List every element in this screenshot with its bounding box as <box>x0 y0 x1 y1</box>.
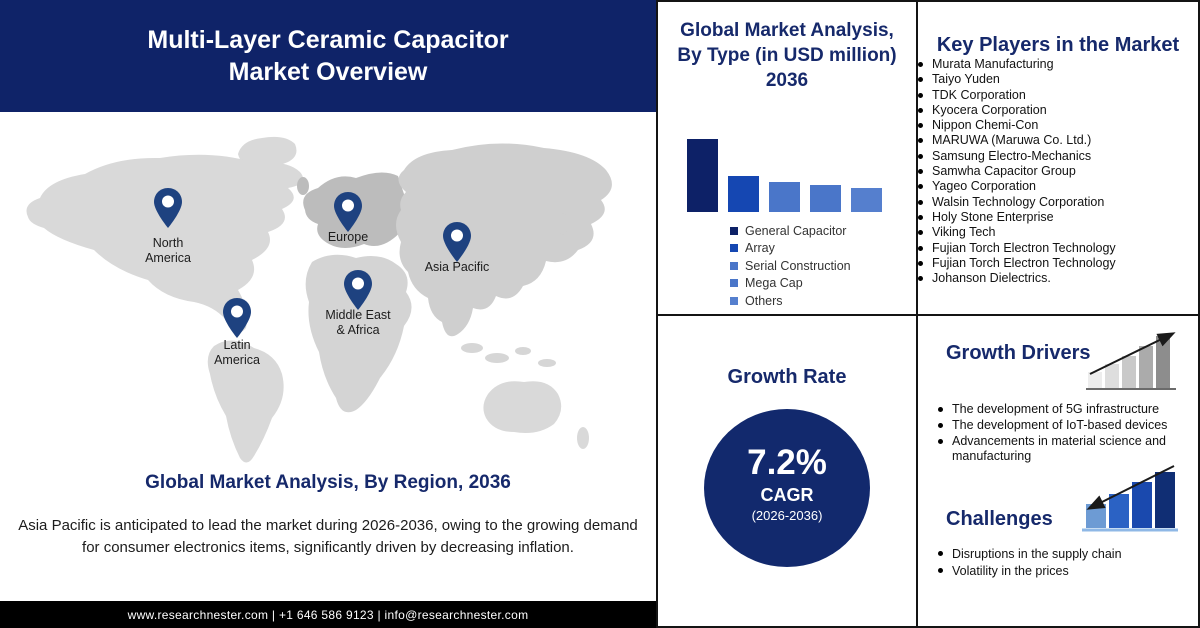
key-player-item: Taiyo Yuden <box>918 72 1198 87</box>
key-player-item: Samsung Electro-Mechanics <box>918 149 1198 164</box>
region-label: Latin America <box>214 338 260 367</box>
location-pin-icon <box>343 270 373 310</box>
key-player-item: Fujian Torch Electron Technology <box>918 256 1198 271</box>
key-player-item: Fujian Torch Electron Technology <box>918 241 1198 256</box>
legend-label: Array <box>745 241 775 256</box>
world-map <box>26 136 612 463</box>
legend-swatch-icon <box>730 244 738 253</box>
legend-item: Mega Cap <box>730 275 851 293</box>
key-player-item: Holy Stone Enterprise <box>918 210 1198 225</box>
footer-bar: www.researchnester.com | +1 646 586 9123… <box>0 601 656 628</box>
legend-label: Others <box>745 293 783 308</box>
bar-serial-construction <box>769 182 800 212</box>
key-players-panel: Key Players in the Market Murata Manufac… <box>916 0 1200 316</box>
key-player-item: Viking Tech <box>918 225 1198 240</box>
legend-label: Mega Cap <box>745 276 803 291</box>
key-player-item: MARUWA (Maruwa Co. Ltd.) <box>918 133 1198 148</box>
key-player-item: TDK Corporation <box>918 88 1198 103</box>
bar-chart <box>687 139 882 212</box>
key-players-title: Key Players in the Market <box>936 34 1180 56</box>
region-label: Europe <box>327 230 369 244</box>
drivers-challenges-panel: Growth Drivers The development of 5G inf… <box>916 314 1200 628</box>
cagr-circle: 7.2% CAGR (2026-2036) <box>704 409 870 567</box>
region-label: North America <box>145 236 191 265</box>
challenges-list: Disruptions in the supply chain Volatilit… <box>938 546 1188 579</box>
key-players-list: Murata Manufacturing Taiyo Yuden TDK Corpo… <box>918 57 1198 286</box>
type-chart-title-line1: Global Market Analysis, <box>680 20 894 41</box>
legend-item: Others <box>730 292 851 310</box>
ascending-gray-bars-arrow-icon <box>1086 332 1176 390</box>
location-pin-icon <box>222 298 252 338</box>
growth-rate-title: Growth Rate <box>727 366 847 388</box>
key-player-item: Johanson Dielectrics. <box>918 271 1198 286</box>
legend-label: Serial Construction <box>745 258 851 273</box>
region-label: Asia Pacific <box>424 260 490 274</box>
legend-item: Serial Construction <box>730 257 851 275</box>
key-player-item: Samwha Capacitor Group <box>918 164 1198 179</box>
page-title-line2: Market Overview <box>228 58 428 86</box>
challenge-item: Volatility in the prices <box>938 563 1188 580</box>
legend-item: General Capacitor <box>730 222 851 240</box>
legend-label: General Capacitor <box>745 223 847 238</box>
cagr-label: CAGR <box>760 485 814 505</box>
bar-chart-legend: General Capacitor Array Serial Constructio… <box>730 222 851 310</box>
legend-swatch-icon <box>730 279 738 288</box>
growth-driver-item: Advancements in material science and man… <box>938 434 1186 466</box>
page-title-line1: Multi-Layer Ceramic Capacitor <box>147 26 509 54</box>
key-player-item: Murata Manufacturing <box>918 57 1198 72</box>
growth-driver-item: The development of IoT-based devices <box>938 418 1186 434</box>
legend-swatch-icon <box>730 226 738 235</box>
challenge-item: Disruptions in the supply chain <box>938 546 1188 563</box>
growth-driver-item: The development of 5G infrastructure <box>938 402 1186 418</box>
growth-drivers-title: Growth Drivers <box>946 342 1091 364</box>
growth-rate-panel: Growth Rate 7.2% CAGR (2026-2036) <box>656 314 918 628</box>
key-player-item: Yageo Corporation <box>918 179 1198 194</box>
title-banner: Multi-Layer Ceramic Capacitor Market Ove… <box>0 0 656 112</box>
legend-item: Array <box>730 240 851 258</box>
type-chart-title-line3: 2036 <box>765 70 809 91</box>
type-chart-panel: Global Market Analysis, By Type (in USD … <box>656 0 918 316</box>
type-chart-title-line2: By Type (in USD million) <box>677 45 897 66</box>
challenges-title: Challenges <box>946 508 1053 530</box>
legend-swatch-icon <box>730 296 738 305</box>
bar-mega-cap <box>810 185 841 212</box>
cagr-value: 7.2% <box>747 443 827 482</box>
legend-swatch-icon <box>730 261 738 270</box>
growth-drivers-list: The development of 5G infrastructure The … <box>938 402 1186 465</box>
region-label: Middle East & Africa <box>325 308 391 337</box>
key-player-item: Kyocera Corporation <box>918 103 1198 118</box>
bar-others <box>851 188 882 212</box>
location-pin-icon <box>333 192 363 232</box>
descending-arrow-blue-bars-icon <box>1082 465 1178 532</box>
bar-general-capacitor <box>687 139 718 212</box>
region-description: Asia Pacific is anticipated to lead the … <box>18 517 638 556</box>
region-map-section: North America Europe Asia Pacific Middle Ea… <box>0 112 656 601</box>
key-player-item: Walsin Technology Corporation <box>918 195 1198 210</box>
location-pin-icon <box>153 188 183 228</box>
bar-array <box>728 176 759 212</box>
footer-contact-text: www.researchnester.com | +1 646 586 9123… <box>127 607 529 622</box>
location-pin-icon <box>442 222 472 262</box>
key-player-item: Nippon Chemi-Con <box>918 118 1198 133</box>
region-chart-title: Global Market Analysis, By Region, 2036 <box>145 472 511 493</box>
cagr-period: (2026-2036) <box>751 508 823 523</box>
